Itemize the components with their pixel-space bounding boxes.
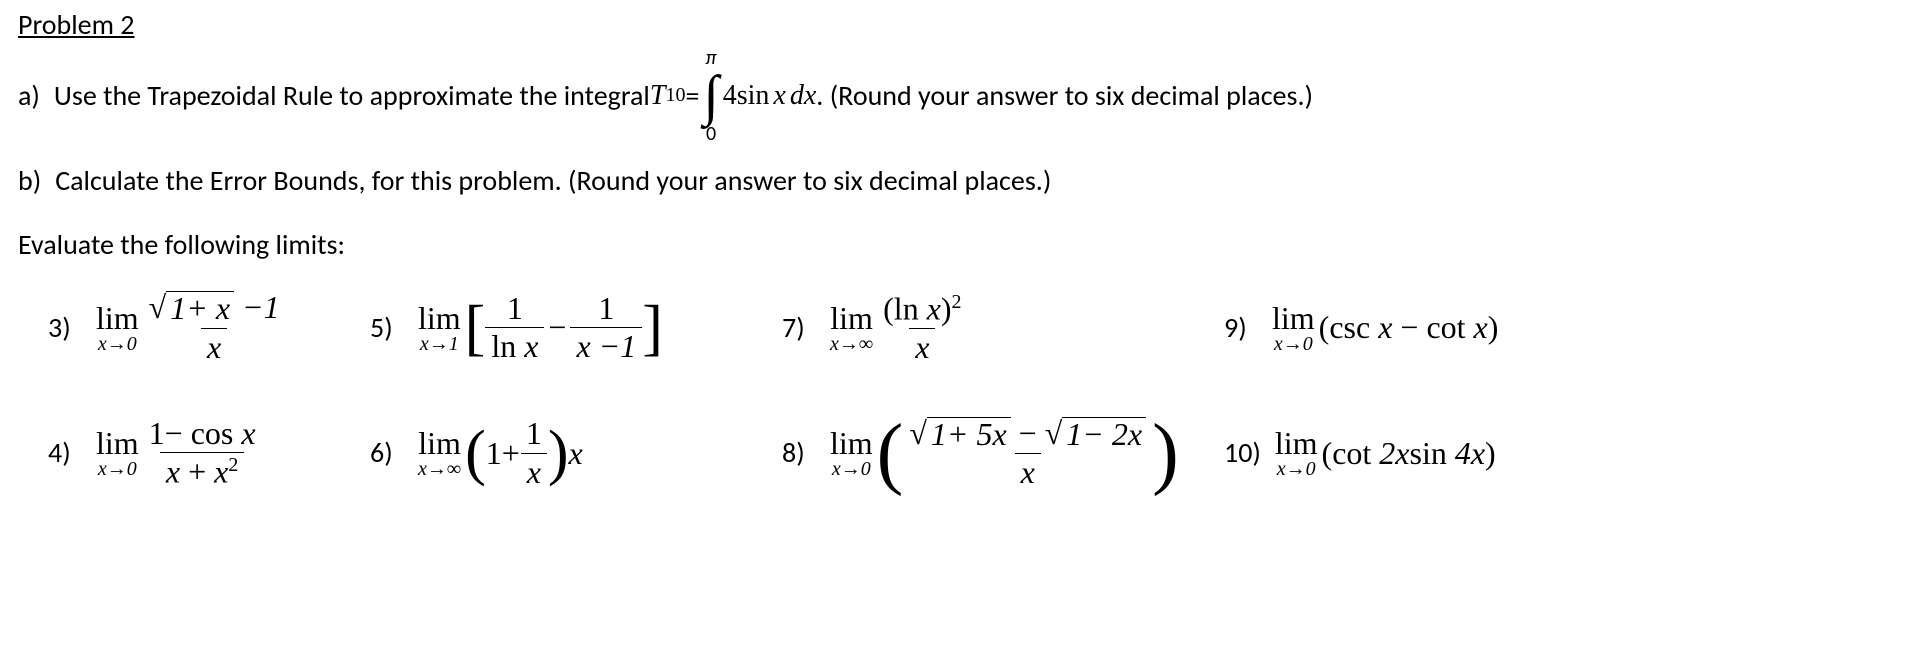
page-root: Problem 2 a) Use the Trapezoidal Rule to…	[0, 0, 1930, 560]
limits-row-1: 3) lim x→0 √1+ x −1 x 5) lim x→1 [	[48, 291, 1912, 364]
item-4-den-b: x	[214, 454, 228, 490]
item-3-den: x	[201, 328, 227, 365]
item-5-frac2-num: 1	[592, 292, 620, 328]
item-5-lim-to: x→1	[420, 334, 459, 354]
item-9-fn1: csc	[1329, 309, 1370, 345]
item-4-num-var: x	[233, 415, 255, 451]
item-4-lim-to: x→0	[98, 459, 137, 479]
item-6-outer-exp: x	[569, 432, 583, 475]
part-b-text: Calculate the Error Bounds, for this pro…	[55, 162, 1051, 200]
item-4: 4) lim x→0 1− cos x x + x2	[48, 417, 358, 490]
part-a-text-after: . (Round your answer to six decimal plac…	[816, 77, 1313, 115]
item-8-paren: ( √1+ 5x − √1− 2x x )	[877, 417, 1179, 490]
item-7-var: x	[919, 290, 941, 326]
item-4-den-plus: +	[180, 454, 214, 490]
item-6-lim: lim x→∞	[418, 427, 461, 479]
part-a-Tsub: 10	[665, 82, 685, 109]
item-7-exp: 2	[952, 291, 962, 313]
integral-icon: π ∫ 0	[703, 48, 718, 144]
item-4-den-a: x	[166, 454, 180, 490]
section-title: Evaluate the following limits:	[18, 226, 1912, 264]
item-10-arg1: 2x	[1371, 435, 1409, 471]
item-9-lim-to: x→0	[1274, 334, 1313, 354]
item-4-frac: 1− cos x x + x2	[143, 417, 262, 490]
integrand-dx: dx	[790, 80, 816, 111]
item-9: 9) lim x→0 (csc x − cot x)	[1224, 302, 1912, 354]
item-8-sqrt2: 1− 2x	[1062, 417, 1146, 452]
item-5: 5) lim x→1 [ 1 ln x − 1 x −1 ]	[370, 292, 770, 364]
integrand-var: x	[773, 80, 785, 111]
item-7: 7) lim x→∞ (ln x)2 x	[782, 292, 1212, 365]
item-10-lim: lim x→0	[1275, 427, 1318, 479]
item-7-den: x	[909, 328, 935, 365]
integral-lower: 0	[706, 124, 716, 144]
integrand-fn: sin	[737, 80, 770, 111]
part-b-line: b) Calculate the Error Bounds, for this …	[18, 162, 1912, 200]
part-a-letter: a)	[18, 77, 40, 115]
item-8-lim-to: x→0	[832, 459, 871, 479]
item-6-inner-num: 1	[520, 417, 548, 453]
item-8-den: x	[1015, 453, 1041, 490]
item-6-lim-to: x→∞	[418, 459, 461, 479]
item-10-lim-to: x→0	[1277, 459, 1316, 479]
part-b-letter: b)	[18, 162, 41, 200]
item-7-frac: (ln x)2 x	[877, 292, 967, 365]
item-6-paren: ( 1+ 1 x )	[465, 417, 568, 489]
item-4-num-pre: 1−	[149, 415, 191, 451]
item-8-label: 8)	[782, 434, 816, 472]
item-9-lim: lim x→0	[1272, 302, 1315, 354]
part-a-line: a) Use the Trapezoidal Rule to approxima…	[18, 48, 1912, 144]
item-4-label: 4)	[48, 434, 82, 472]
item-3-num-after: −1	[234, 289, 280, 325]
item-3-lim: lim x→0	[96, 302, 139, 354]
item-4-num-fn: cos	[191, 415, 234, 451]
item-7-label: 7)	[782, 309, 816, 347]
item-3-sqrt-body: 1+ x	[166, 291, 234, 326]
item-5-frac1-num: 1	[501, 292, 529, 328]
item-10-label: 10)	[1224, 434, 1261, 472]
item-10: 10) lim x→0 (cot 2xsin 4x)	[1224, 427, 1912, 479]
item-9-minus: −	[1392, 309, 1426, 345]
item-4-den-exp: 2	[228, 454, 238, 476]
item-5-bracket: [ 1 ln x − 1 x −1 ]	[465, 292, 663, 364]
page-title: Problem 2	[18, 6, 1912, 44]
item-7-lim: lim x→∞	[830, 302, 873, 354]
item-10-fn1: cot	[1332, 435, 1371, 471]
item-4-lim: lim x→0	[96, 427, 139, 479]
integrand-coeff: 4	[723, 80, 737, 111]
item-8-sqrt1: 1+ 5x	[927, 417, 1011, 452]
part-a-text-before: Use the Trapezoidal Rule to approximate …	[54, 77, 650, 115]
item-8: 8) lim x→0 ( √1+ 5x − √1− 2x x )	[782, 417, 1212, 490]
item-5-frac2-den: x −1	[570, 327, 642, 364]
item-9-label: 9)	[1224, 309, 1258, 347]
item-3-label: 3)	[48, 309, 82, 347]
item-6: 6) lim x→∞ ( 1+ 1 x ) x	[370, 417, 770, 489]
item-3-lim-to: x→0	[98, 334, 137, 354]
item-3-frac: √1+ x −1 x	[143, 291, 286, 364]
item-6-inner-den: x	[521, 453, 547, 490]
item-6-inner-pre: 1+	[486, 432, 520, 475]
item-5-minus: −	[548, 306, 566, 349]
part-a-equals: =	[685, 77, 699, 115]
item-10-fn2: sin	[1410, 435, 1447, 471]
item-8-minus: −	[1011, 415, 1045, 451]
integral-symbol-icon: ∫	[703, 68, 718, 124]
item-6-label: 6)	[370, 434, 404, 472]
item-8-lim: lim x→0	[830, 427, 873, 479]
item-3: 3) lim x→0 √1+ x −1 x	[48, 291, 358, 364]
item-10-arg2: 4x	[1447, 435, 1485, 471]
item-9-fn2: cot	[1426, 309, 1465, 345]
limits-row-2: 4) lim x→0 1− cos x x + x2 6) lim x→∞	[48, 417, 1912, 490]
item-5-label: 5)	[370, 309, 404, 347]
item-9-var2: x	[1466, 309, 1488, 345]
integrand: 4sinxdx	[723, 77, 817, 115]
item-5-lim: lim x→1	[418, 302, 461, 354]
item-7-lim-to: x→∞	[830, 334, 873, 354]
item-9-var1: x	[1370, 309, 1392, 345]
item-7-ln: ln	[894, 290, 919, 326]
part-a-Tsym: T	[650, 77, 666, 115]
